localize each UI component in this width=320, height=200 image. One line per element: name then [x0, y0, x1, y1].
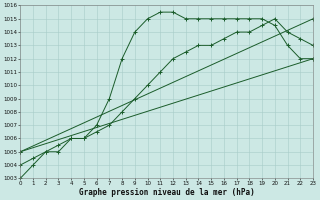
- X-axis label: Graphe pression niveau de la mer (hPa): Graphe pression niveau de la mer (hPa): [79, 188, 254, 197]
